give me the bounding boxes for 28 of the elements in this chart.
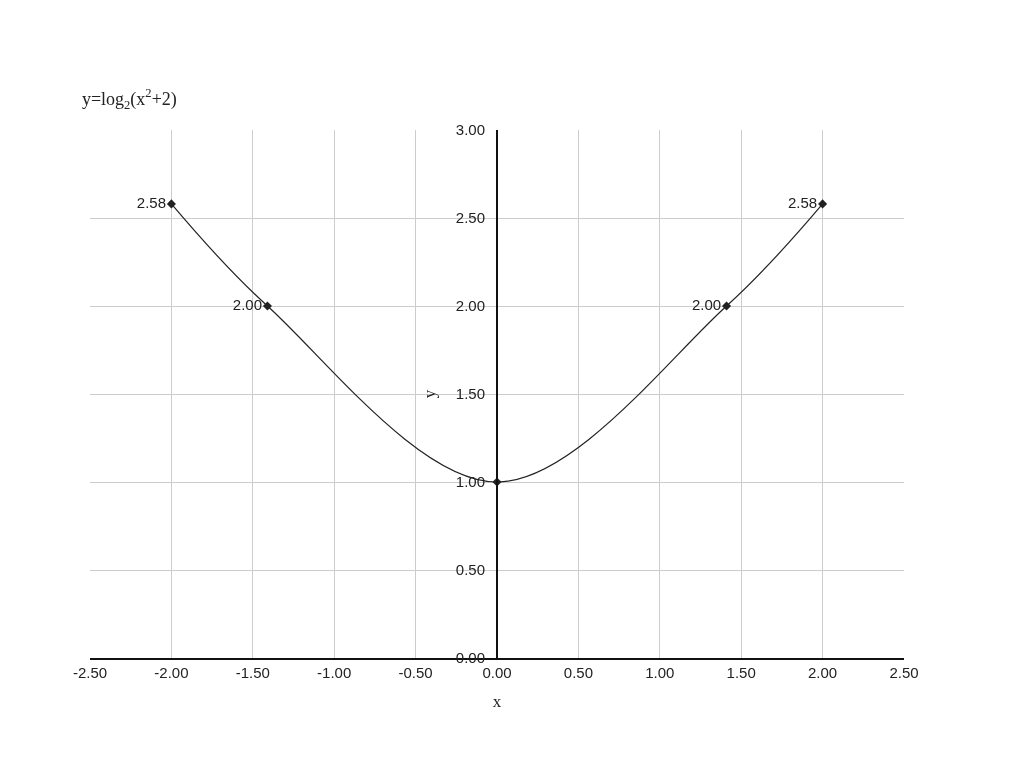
x-tick-label: 0.00 <box>482 664 512 681</box>
y-tick-label: 1.00 <box>455 473 485 491</box>
y-axis-title: y <box>419 389 439 399</box>
point <box>262 301 272 311</box>
y-tick-label: 2.50 <box>455 209 485 227</box>
x-tick-label: 2.50 <box>889 664 919 681</box>
point <box>818 199 828 209</box>
y-tick-label: 3.00 <box>455 121 485 139</box>
point <box>166 199 176 209</box>
point <box>722 301 732 311</box>
x-tick-label: 1.00 <box>645 664 675 681</box>
data-label: 2.00 <box>232 295 263 313</box>
y-tick-label: 1.50 <box>455 385 485 403</box>
x-tick-label: -1.50 <box>235 664 270 681</box>
x-tick-label: 1.50 <box>726 664 756 681</box>
x-tick-label: 0.50 <box>563 664 593 681</box>
x-axis-title: x <box>492 691 502 711</box>
data-label: 2.00 <box>691 295 722 313</box>
x-tick-label: -2.50 <box>72 664 108 681</box>
x-tick-label: -2.00 <box>154 664 189 681</box>
x-tick-label: 2.00 <box>808 664 838 681</box>
y-tick-label: 0.50 <box>455 561 485 579</box>
x-tick-label: -0.50 <box>398 664 433 681</box>
data-label: 2.58 <box>136 193 167 211</box>
x-tick-label: -1.00 <box>317 664 352 681</box>
chart-title: y=log$_{2}$(x$^{2}$+2) <box>81 86 177 112</box>
data-label: 2.58 <box>788 193 818 211</box>
y-tick-label: 2.00 <box>455 297 485 315</box>
